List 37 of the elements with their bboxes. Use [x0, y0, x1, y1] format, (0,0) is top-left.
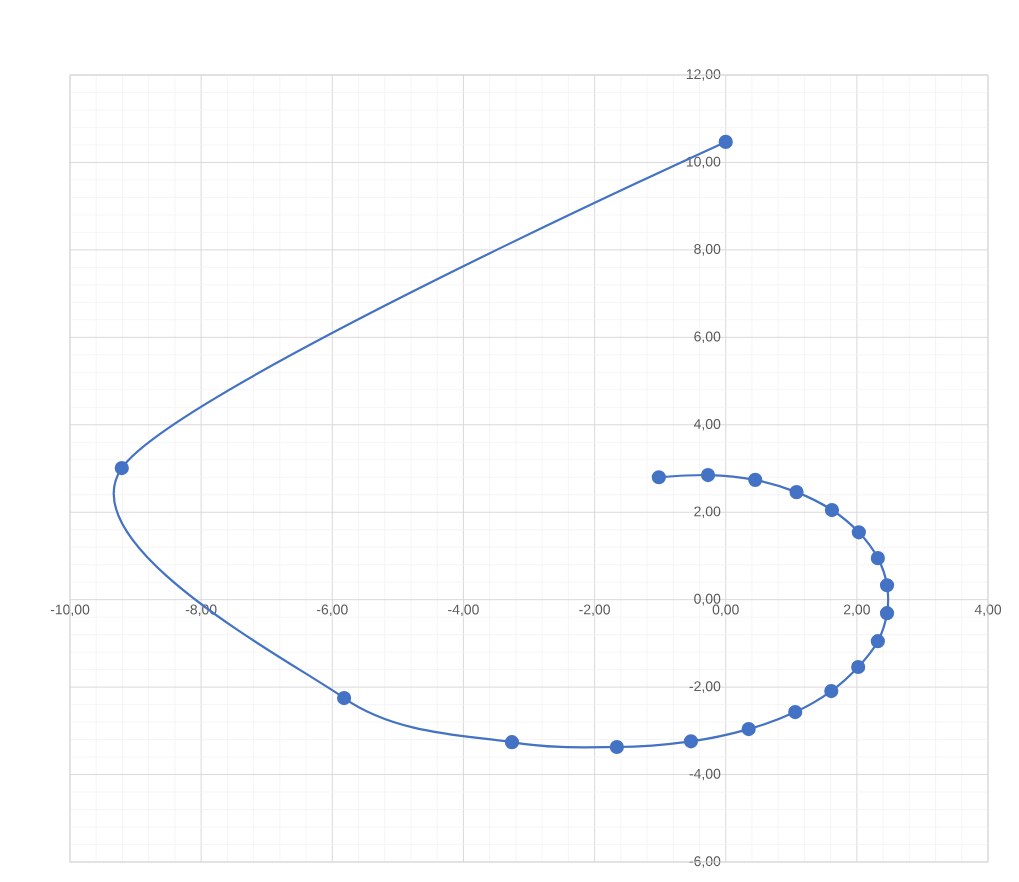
point — [700, 467, 716, 483]
point — [609, 739, 624, 755]
y-tick-label: 0,00 — [694, 593, 721, 606]
point — [870, 634, 885, 649]
point — [789, 485, 804, 500]
y-tick-label: 10,00 — [686, 156, 721, 169]
y-tick-label: 6,00 — [694, 331, 721, 344]
point — [741, 721, 756, 737]
x-tick-label: -2,00 — [579, 604, 610, 617]
x-tick-label: -10,00 — [50, 604, 90, 617]
point — [651, 470, 666, 485]
point — [870, 551, 885, 566]
y-tick-label: 2,00 — [694, 506, 721, 519]
point — [718, 134, 733, 149]
y-tick-label: -2,00 — [689, 681, 721, 693]
point — [851, 659, 866, 675]
point — [336, 690, 352, 706]
y-tick-label: -4,00 — [689, 768, 721, 781]
y-tick-label: -6,00 — [689, 856, 721, 868]
point — [824, 502, 840, 518]
point — [504, 735, 520, 750]
point — [824, 683, 839, 699]
x-tick-label: 2,00 — [843, 604, 870, 617]
point — [879, 578, 895, 593]
point — [879, 606, 895, 621]
y-tick-label: 8,00 — [694, 244, 721, 256]
point — [683, 734, 699, 749]
point — [788, 704, 803, 720]
point — [851, 525, 866, 540]
point — [114, 460, 129, 476]
x-tick-label: 4,00 — [974, 604, 1002, 617]
y-tick-label: 12,00 — [686, 69, 721, 81]
x-tick-label: 0,00 — [712, 604, 739, 617]
point — [748, 472, 763, 487]
x-tick-label: -6,00 — [316, 604, 348, 617]
x-tick-label: -4,00 — [448, 604, 479, 617]
y-tick-label: 4,00 — [693, 418, 721, 431]
